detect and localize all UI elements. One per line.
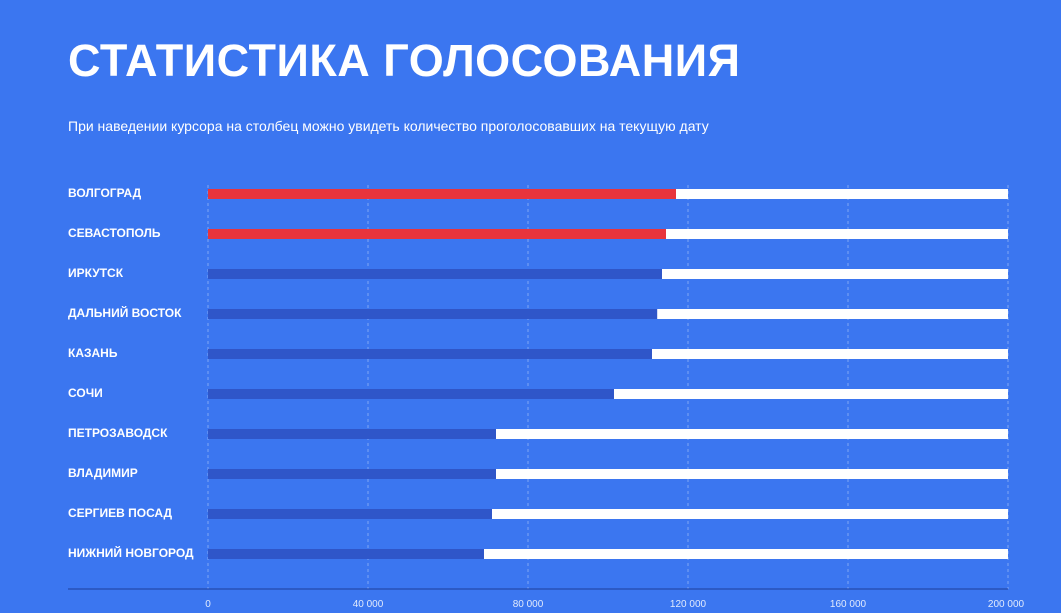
category-label: Владимир xyxy=(68,466,138,480)
category-label: Волгоград xyxy=(68,186,142,200)
bar[interactable] xyxy=(208,509,492,519)
x-tick-label: 0 xyxy=(205,599,211,610)
page-subtitle: При наведении курсора на столбец можно у… xyxy=(68,118,709,134)
bar-track xyxy=(208,549,1008,559)
bar[interactable] xyxy=(208,429,496,439)
bar[interactable] xyxy=(208,269,662,279)
x-tick-label: 120 000 xyxy=(669,599,707,610)
category-label: Севастополь xyxy=(68,226,161,240)
category-label: Петрозаводск xyxy=(68,426,168,440)
bar[interactable] xyxy=(208,189,676,199)
bar[interactable] xyxy=(208,309,658,319)
bar[interactable] xyxy=(208,389,614,399)
bar[interactable] xyxy=(208,469,496,479)
bar-track xyxy=(208,509,1008,519)
x-tick-label: 200 000 xyxy=(987,599,1025,610)
x-tick-label: 40 000 xyxy=(352,599,384,610)
bar[interactable] xyxy=(208,349,652,359)
bar[interactable] xyxy=(208,229,666,239)
category-label: Сочи xyxy=(68,386,103,400)
page-title: СТАТИСТИКА ГОЛОСОВАНИЯ xyxy=(68,35,741,86)
category-label: Дальний Восток xyxy=(68,306,182,320)
category-label: Иркутск xyxy=(68,266,124,280)
category-label: Сергиев Посад xyxy=(68,506,173,520)
bar-track xyxy=(208,429,1008,439)
category-label: Казань xyxy=(68,346,118,360)
bar[interactable] xyxy=(208,549,484,559)
x-tick-label: 160 000 xyxy=(829,599,867,610)
category-label: Нижний Новгород xyxy=(68,546,194,560)
x-tick-label: 80 000 xyxy=(512,599,544,610)
bar-track xyxy=(208,469,1008,479)
